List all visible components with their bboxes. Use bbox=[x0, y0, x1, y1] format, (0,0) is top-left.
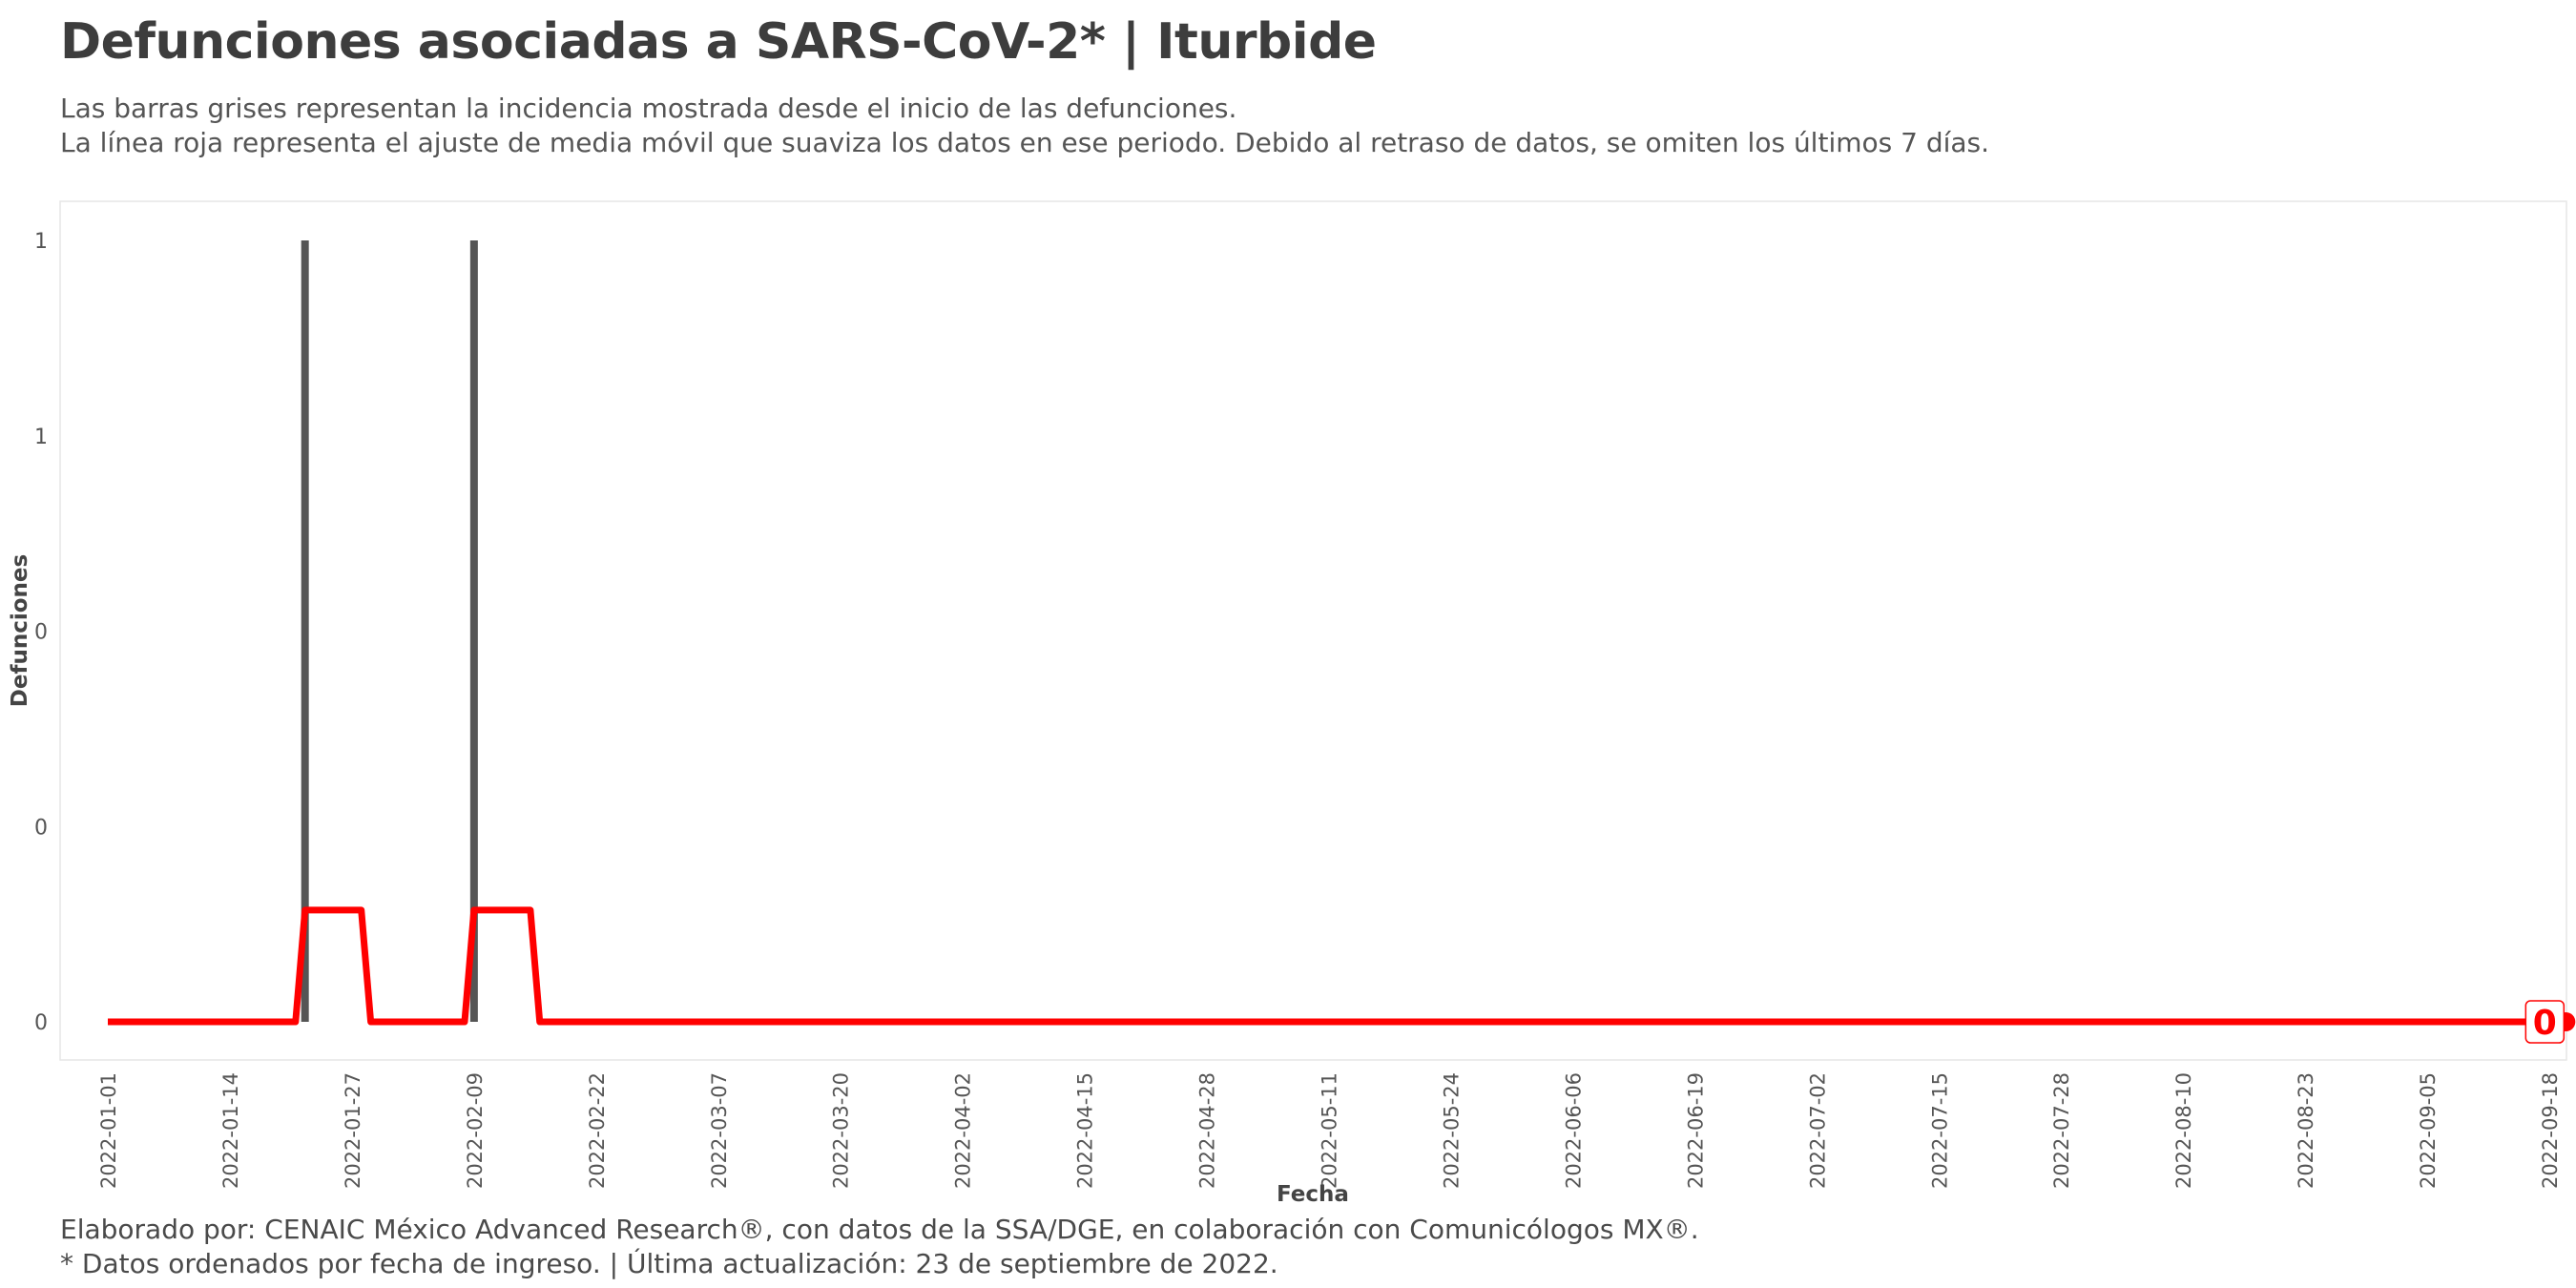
x-tick-label-18: 2022-08-23 bbox=[2295, 1072, 2317, 1189]
caption-line-2: * Datos ordenados por fecha de ingreso. … bbox=[60, 1248, 1278, 1279]
moving-average-line bbox=[108, 906, 2531, 1026]
x-tick-label-3: 2022-02-09 bbox=[464, 1072, 487, 1189]
y-tick-label-3: 1 bbox=[34, 426, 48, 449]
x-tick-label-4: 2022-02-22 bbox=[586, 1072, 609, 1189]
x-tick-label-16: 2022-07-28 bbox=[2050, 1072, 2073, 1189]
x-tick-label-11: 2022-05-24 bbox=[1440, 1072, 1463, 1189]
y-tick-label-2: 0 bbox=[34, 621, 48, 645]
end-label-box bbox=[2524, 1000, 2566, 1044]
y-axis-label: Defunciones bbox=[8, 554, 32, 707]
plot-panel bbox=[59, 200, 2567, 1061]
x-tick-label-2: 2022-01-27 bbox=[342, 1072, 364, 1189]
x-tick-label-10: 2022-05-11 bbox=[1319, 1072, 1341, 1189]
x-tick-label-17: 2022-08-10 bbox=[2172, 1072, 2195, 1189]
caption-line-1: Elaborado por: CENAIC México Advanced Re… bbox=[60, 1214, 1699, 1245]
x-tick-label-9: 2022-04-28 bbox=[1196, 1072, 1219, 1189]
x-axis-ticks: 2022-01-01 2022-01-14 2022-01-27 2022-02-09… bbox=[97, 1072, 2562, 1189]
x-tick-label-14: 2022-07-02 bbox=[1806, 1072, 1829, 1189]
x-tick-label-1: 2022-01-14 bbox=[219, 1072, 242, 1189]
bars bbox=[301, 240, 478, 1022]
y-tick-label-0: 0 bbox=[34, 1011, 48, 1035]
x-tick-label-20: 2022-09-18 bbox=[2539, 1072, 2562, 1189]
y-tick-label-1: 0 bbox=[34, 816, 48, 840]
bar-1 bbox=[469, 240, 478, 1022]
chart-title: Defunciones asociadas a SARS-CoV-2* | It… bbox=[60, 13, 1377, 71]
x-axis-label: Fecha bbox=[1277, 1182, 1349, 1207]
x-tick-label-5: 2022-03-07 bbox=[708, 1072, 731, 1189]
x-tick-label-12: 2022-06-06 bbox=[1562, 1072, 1585, 1189]
x-tick-label-0: 2022-01-01 bbox=[97, 1072, 120, 1189]
bar-0 bbox=[301, 240, 309, 1022]
x-tick-label-15: 2022-07-15 bbox=[1928, 1072, 1951, 1189]
x-tick-label-8: 2022-04-15 bbox=[1074, 1072, 1097, 1189]
x-tick-label-6: 2022-03-20 bbox=[830, 1072, 853, 1189]
chart-subtitle-line-2: La línea roja representa el ajuste de me… bbox=[60, 127, 1990, 158]
x-tick-label-19: 2022-09-05 bbox=[2417, 1072, 2440, 1189]
chart-subtitle-line-1: Las barras grises representan la inciden… bbox=[60, 93, 1237, 124]
y-axis-ticks: 0 0 0 1 1 bbox=[34, 230, 48, 1035]
x-tick-label-7: 2022-04-02 bbox=[952, 1072, 975, 1189]
y-tick-label-4: 1 bbox=[34, 230, 48, 254]
x-tick-label-13: 2022-06-19 bbox=[1684, 1072, 1707, 1189]
end-label: 0 bbox=[2533, 1004, 2557, 1043]
